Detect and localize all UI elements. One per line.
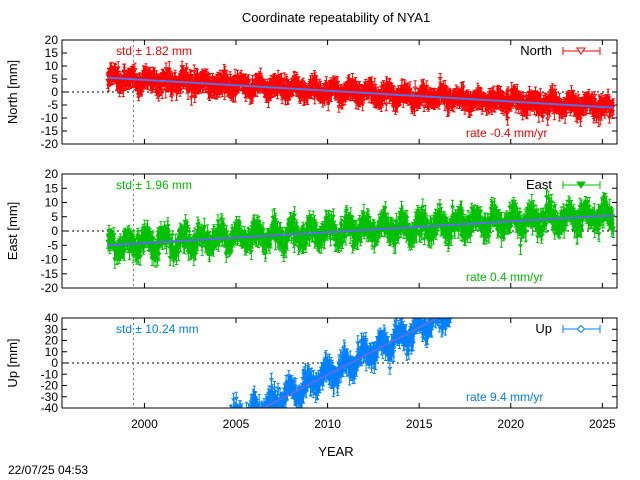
up-ytick-label: 30 (45, 322, 59, 336)
x-axis-label: YEAR (318, 444, 353, 459)
up-std-label: std ± 10.24 mm (116, 322, 199, 336)
north-ytick-label: -20 (41, 137, 59, 151)
up-ytick-label: -30 (41, 390, 59, 404)
up-ytick-label: 10 (45, 345, 59, 359)
east-ytick-label: 0 (51, 224, 58, 238)
north-frame (61, 39, 618, 145)
east-std-label: std ± 1.96 mm (116, 178, 192, 192)
east-ytick-label: 15 (45, 181, 59, 195)
x-axis: 2000 2005 2010 2015 2020 2025 (131, 417, 616, 431)
east-data-points (105, 195, 616, 262)
x-tick-label: 2010 (314, 417, 341, 431)
north-ytick-label: 5 (51, 72, 58, 86)
north-ytick-label: -5 (47, 98, 58, 112)
north-legend-marker (576, 47, 586, 55)
north-ytick-label: -10 (41, 111, 59, 125)
east-ytick-label: -5 (47, 238, 58, 252)
up-ytick-label: -10 (41, 367, 59, 381)
up-trend-line (263, 318, 438, 408)
up-rate-label: rate 9.4 mm/yr (466, 390, 543, 404)
east-legend-marker (576, 181, 586, 189)
east-ytick-label: 5 (51, 210, 58, 224)
north-legend-label: North (520, 43, 552, 58)
north-ytick-label: 0 (51, 85, 58, 99)
north-rate-label: rate -0.4 mm/yr (466, 126, 547, 140)
east-frame (61, 173, 618, 289)
up-ytick-label: 0 (51, 356, 58, 370)
x-tick-label: 2005 (223, 417, 250, 431)
north-y-axis-label: North [mm] (5, 60, 20, 124)
east-ytick-label: -10 (41, 253, 59, 267)
north-data (105, 60, 616, 128)
east-ytick-label: -15 (41, 267, 59, 281)
north-std-label: std ± 1.82 mm (116, 44, 192, 58)
east-ytick-label: 20 (45, 167, 59, 181)
up-frame (61, 317, 618, 409)
north-ytick-label: -15 (41, 124, 59, 138)
up-ytick-label: -20 (41, 379, 59, 393)
up-legend-label: Up (535, 321, 552, 336)
east-y-axis-label: East [mm] (5, 202, 20, 261)
east-rate-label: rate 0.4 mm/yr (466, 270, 543, 284)
east-trend-line (107, 214, 614, 247)
x-tick-label: 2015 (406, 417, 433, 431)
north-ytick-label: 10 (45, 59, 59, 73)
up-y-axis-label: Up [mm] (5, 338, 20, 387)
up-ytick-label: 40 (45, 311, 59, 325)
up-ytick-label: 20 (45, 334, 59, 348)
up-data (229, 318, 453, 408)
north-trend-line (107, 76, 614, 109)
east-ytick-label: -20 (41, 281, 59, 295)
x-tick-label: 2025 (589, 417, 616, 431)
x-tick-label: 2020 (497, 417, 524, 431)
east-data (105, 189, 616, 269)
north-ytick-label: 20 (45, 33, 59, 47)
east-legend-label: East (526, 177, 552, 192)
up-ytick-label: -40 (41, 401, 59, 415)
east-ytick-label: 10 (45, 196, 59, 210)
chart-title: Coordinate repeatability of NYA1 (242, 10, 430, 25)
up-legend-marker (576, 324, 586, 334)
timestamp: 22/07/25 04:53 (8, 463, 88, 477)
x-tick-label: 2000 (131, 417, 158, 431)
north-ytick-label: 15 (45, 46, 59, 60)
